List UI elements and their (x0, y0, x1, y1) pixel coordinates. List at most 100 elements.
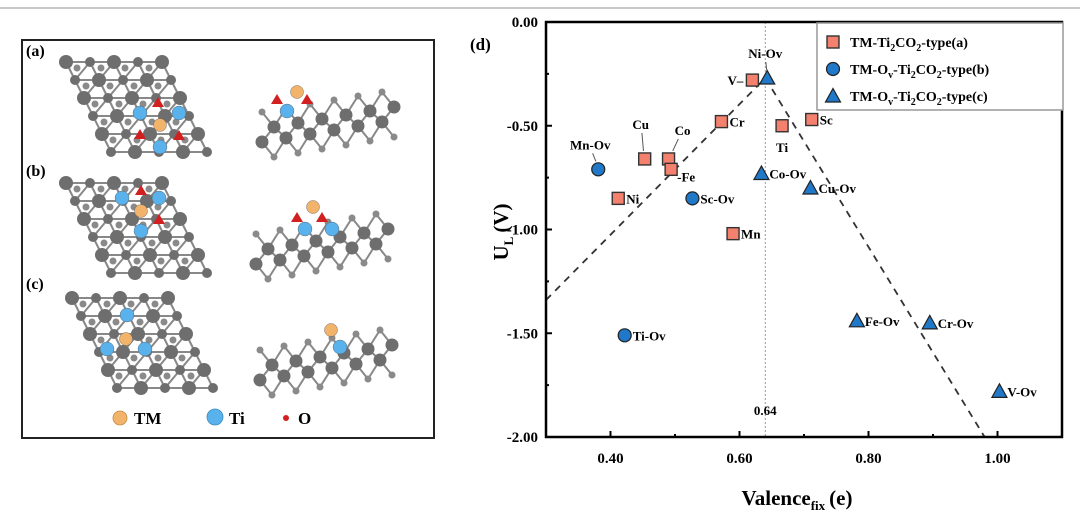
chart-legend: TM-Ti2CO2-type(a) TM-Ov-Ti2CO2-type(b) TM-… (816, 22, 1064, 111)
small-atom (145, 336, 153, 344)
small-atom (106, 82, 114, 90)
grey-atom (121, 250, 131, 260)
grey-atom (179, 327, 193, 341)
grey-atom (133, 178, 143, 188)
o-atom (152, 97, 164, 107)
small-atom (97, 185, 105, 193)
point-label: V-Ov (1007, 384, 1037, 399)
small-atom (316, 383, 324, 391)
lattice-b-side-view (249, 210, 395, 283)
grey-atom (301, 365, 315, 379)
small-atom (366, 137, 374, 145)
small-atom (115, 372, 123, 380)
small-atom (342, 141, 350, 149)
x-tick-label: 0.60 (726, 451, 752, 467)
o-atom (271, 94, 283, 104)
small-atom (121, 185, 129, 193)
grey-atom (65, 291, 79, 305)
small-atom (172, 239, 180, 247)
small-atom (148, 239, 156, 247)
small-atom (82, 203, 90, 211)
point-sc-ov (685, 191, 700, 206)
ti-atom (119, 307, 135, 323)
grey-atom (70, 196, 80, 206)
grey-atom (289, 354, 303, 368)
panel-label-b: (b) (26, 163, 46, 180)
grey-atom (184, 111, 194, 121)
panel-label-a: (a) (26, 43, 45, 60)
small-atom (127, 300, 135, 308)
grey-atom (85, 57, 95, 67)
grey-atom (103, 93, 113, 103)
small-atom (354, 92, 362, 100)
o-atom (291, 212, 303, 222)
grey-atom (166, 75, 176, 85)
structures-frame (21, 39, 435, 439)
grey-atom (127, 365, 137, 375)
grey-atom (369, 237, 383, 251)
small-atom (348, 214, 356, 222)
grey-atom (146, 309, 160, 323)
point-label: Ti-Ov (633, 328, 666, 343)
panel-label-d: (d) (470, 35, 491, 54)
y-tick-label: 0.00 (512, 15, 538, 31)
o-atom-icon (283, 415, 289, 421)
grey-atom (197, 363, 211, 377)
small-atom (163, 100, 171, 108)
legend-frame (816, 22, 1064, 111)
ul-vs-valence-chart: (d) 0.64 V– Cr Ti Sc Cu Co -Fe Ni Mn Mn-Ov Sc-Ov Ti… (470, 15, 1064, 513)
point-ni (611, 191, 625, 206)
trend-line (545, 77, 766, 301)
small-atom (256, 346, 264, 354)
small-atom (304, 338, 312, 346)
grey-atom (182, 381, 196, 395)
small-atom (121, 64, 129, 72)
small-atom (109, 136, 117, 144)
legend-entry: TM-Ov-Ti2CO2-type(b) (850, 63, 990, 81)
small-atom (187, 372, 195, 380)
grey-atom (70, 75, 80, 85)
grey-atom (92, 194, 106, 208)
highlighted-atoms (99, 85, 348, 357)
grey-atom (140, 194, 154, 208)
grey-atom (128, 266, 142, 280)
o-atom (135, 185, 147, 195)
small-atom (181, 257, 189, 265)
small-atom (154, 203, 162, 211)
grey-atom (184, 232, 194, 242)
grey-atom (154, 268, 164, 278)
point-label: Cu (632, 117, 649, 132)
grey-atom (95, 248, 109, 262)
point-v (745, 73, 760, 87)
grey-atom (128, 145, 142, 159)
legend-marker-triangle (824, 87, 842, 103)
grey-atom (303, 127, 317, 141)
grey-atom (349, 357, 363, 371)
small-atom (178, 354, 186, 362)
tm-atom (134, 204, 148, 218)
small-atom (372, 210, 380, 218)
structures-legend: TM Ti O (112, 408, 311, 428)
lattice-c-side-view (253, 326, 399, 399)
x-tick-label: 0.40 (597, 451, 623, 467)
small-atom (258, 108, 266, 116)
grey-atom (249, 257, 263, 271)
small-atom (360, 259, 368, 267)
x-tick-label: 0.80 (855, 451, 881, 467)
grey-atom (116, 345, 130, 359)
grey-atom (140, 73, 154, 87)
o-atom (301, 94, 313, 104)
grey-atom (125, 91, 139, 105)
point-label: Co (675, 123, 691, 138)
axes-ticks: 0.40 0.60 0.80 1.00 0.00 -0.50 -1.00 -1.50 -2.00 (507, 15, 1011, 467)
ti-atom (332, 339, 348, 355)
grey-atom (173, 212, 187, 226)
small-atom (115, 221, 123, 229)
grey-atom (83, 327, 97, 341)
grey-atom (173, 91, 187, 105)
top-divider (0, 7, 1080, 9)
tm-atom (119, 332, 133, 346)
grey-atom (285, 238, 299, 252)
ti-atom (324, 221, 340, 237)
